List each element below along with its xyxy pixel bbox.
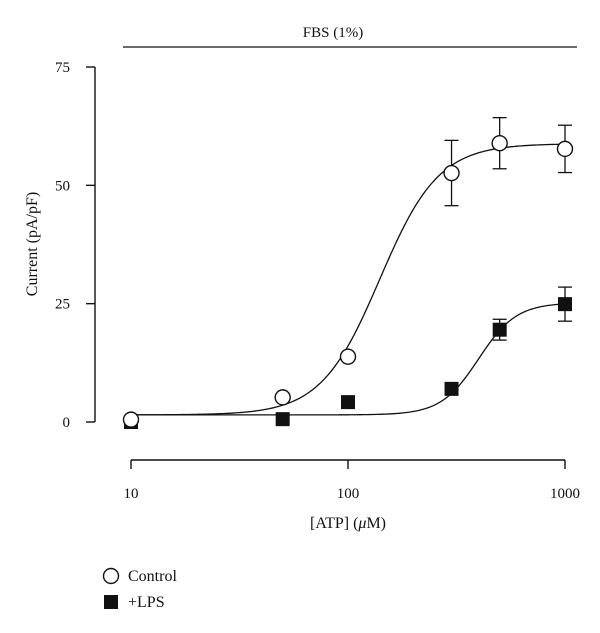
control-point <box>556 140 574 158</box>
control-point <box>339 348 357 365</box>
lps-point <box>492 322 507 337</box>
y-tick-label: 0 <box>63 415 71 431</box>
control-point <box>274 389 291 406</box>
legend-control-label: Control <box>128 568 177 585</box>
legend-lps-marker <box>104 595 118 609</box>
control-point <box>443 164 460 182</box>
x-axis-title: [ATP] (μM) <box>310 515 386 532</box>
x-tick-label: 10 <box>124 486 139 502</box>
fit-curve-lps <box>131 303 566 416</box>
y-tick-label: 25 <box>55 297 70 313</box>
lps-point <box>341 395 355 410</box>
ticks-layer: 0 25 50 75 10 100 1000 <box>55 60 580 502</box>
x-axis-title-suffix: M) <box>366 515 386 532</box>
lps-point <box>444 381 459 396</box>
legend-lps-label: +LPS <box>128 594 165 611</box>
x-tick-label: 100 <box>337 486 360 502</box>
lps-point <box>558 297 572 312</box>
control-point <box>122 411 140 428</box>
x-axis-title-prefix: [ATP] ( <box>310 515 358 532</box>
x-tick-label: 1000 <box>550 486 580 502</box>
fit-curve-control <box>131 143 566 416</box>
fit-curves <box>131 143 566 416</box>
data-markers <box>122 135 574 429</box>
error-bars <box>444 116 572 341</box>
legend: Control +LPS <box>102 567 177 611</box>
header-label: FBS (1%) <box>303 25 363 41</box>
y-tick-label: 75 <box>55 60 70 76</box>
y-axis-title: Current (pA/pF) <box>24 192 41 296</box>
x-axis-title-mu: μ <box>357 515 366 532</box>
legend-control-marker <box>102 567 120 585</box>
y-tick-label: 50 <box>55 178 70 194</box>
lps-point <box>275 412 290 427</box>
control-point <box>491 135 508 152</box>
